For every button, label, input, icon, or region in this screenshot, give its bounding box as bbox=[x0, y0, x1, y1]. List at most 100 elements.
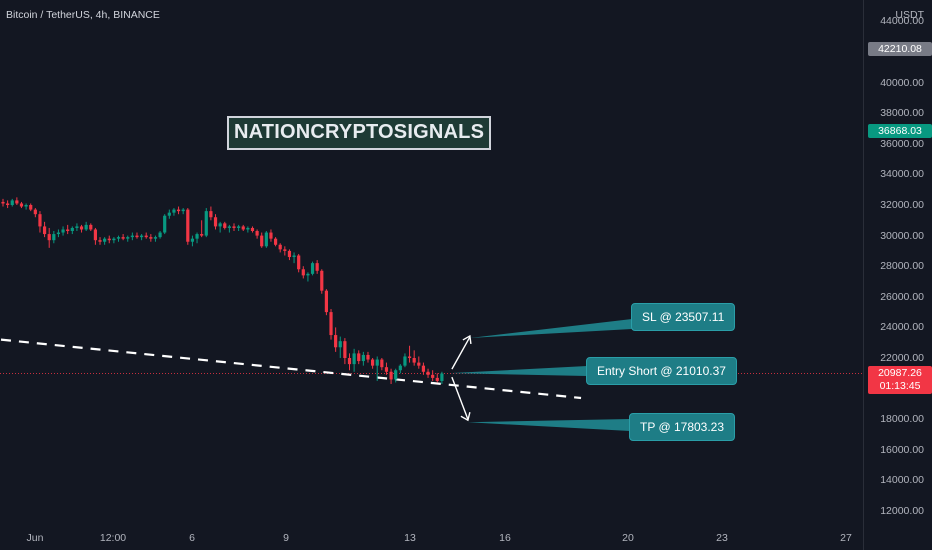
candle bbox=[320, 269, 324, 294]
candle-body bbox=[33, 209, 37, 215]
candle-body bbox=[24, 205, 28, 207]
candle-body bbox=[352, 353, 356, 365]
candle-body bbox=[361, 354, 365, 362]
candle-body bbox=[66, 229, 70, 232]
candle bbox=[306, 272, 310, 282]
time-tick-label: 13 bbox=[404, 532, 416, 544]
candle-body bbox=[6, 203, 10, 205]
candle-body bbox=[56, 232, 61, 235]
candle-body bbox=[213, 217, 218, 227]
candle-body bbox=[103, 238, 107, 242]
price-tick-label: 12000.00 bbox=[880, 505, 924, 517]
time-tick-label: 12:00 bbox=[99, 532, 127, 544]
candle-body bbox=[250, 227, 255, 232]
candle bbox=[347, 353, 352, 371]
candle bbox=[204, 208, 208, 238]
watermark-banner: NATIONCRYPTOSIGNALS bbox=[227, 116, 492, 150]
current-price-tag: 20987.26 01:13:45 bbox=[868, 366, 932, 395]
candle bbox=[384, 362, 389, 375]
candle-body bbox=[417, 362, 421, 366]
candle bbox=[10, 198, 14, 207]
candle bbox=[334, 327, 338, 352]
candle-body bbox=[153, 237, 158, 239]
bar-countdown: 01:13:45 bbox=[879, 380, 921, 393]
candle bbox=[237, 224, 241, 232]
price-tick-label: 32000.00 bbox=[880, 199, 924, 211]
candle bbox=[186, 208, 190, 245]
candle-body bbox=[246, 227, 250, 230]
entry-short-callout[interactable]: Entry Short @ 21010.37 bbox=[586, 357, 737, 385]
candle-body bbox=[324, 290, 328, 313]
time-tick-label: Jun bbox=[26, 532, 44, 544]
candle-body bbox=[144, 235, 148, 238]
candle bbox=[375, 356, 379, 381]
candle bbox=[47, 227, 51, 248]
stop-loss-callout[interactable]: SL @ 23507.11 bbox=[631, 303, 736, 331]
price-tick-label: 30000.00 bbox=[880, 229, 924, 242]
candle bbox=[315, 260, 319, 274]
candle-body bbox=[398, 365, 402, 371]
candle-body bbox=[310, 263, 315, 274]
candle-body bbox=[269, 232, 273, 239]
candle bbox=[56, 229, 61, 238]
candle-body bbox=[181, 209, 185, 212]
candle bbox=[260, 232, 264, 248]
candle bbox=[66, 224, 70, 235]
candle bbox=[172, 208, 176, 216]
candle bbox=[435, 373, 439, 383]
candle bbox=[366, 351, 370, 363]
candle bbox=[181, 208, 185, 215]
candle-body bbox=[407, 356, 412, 358]
candle bbox=[33, 208, 37, 218]
candle bbox=[357, 350, 361, 365]
candle-body bbox=[237, 226, 241, 228]
current-price-value: 20987.26 bbox=[878, 367, 922, 380]
price-axis[interactable]: USDT 44000.00 40000.00 38000.00 36000.00 340… bbox=[863, 0, 932, 550]
candle bbox=[269, 229, 273, 242]
candle bbox=[246, 226, 250, 233]
candle-body bbox=[301, 269, 305, 276]
candle-body bbox=[218, 223, 222, 227]
candle-body bbox=[315, 263, 319, 271]
chart-area[interactable]: Bitcoin / TetherUS, 4h, BINANCE NATIONCR… bbox=[0, 0, 863, 550]
candle bbox=[361, 351, 365, 366]
candle bbox=[190, 235, 195, 247]
candle bbox=[103, 237, 107, 245]
sl-arrow bbox=[451, 336, 471, 370]
candle-body bbox=[227, 226, 231, 228]
candle-body bbox=[375, 359, 379, 366]
candle bbox=[52, 231, 56, 244]
time-tick-label: 23 bbox=[716, 532, 728, 544]
price-tick-label: 22000.00 bbox=[880, 352, 924, 364]
candle-body bbox=[223, 223, 227, 228]
high-price-tag: 42210.08 bbox=[868, 41, 932, 56]
candle bbox=[394, 368, 398, 383]
candle-body bbox=[130, 235, 134, 238]
candle-body bbox=[357, 353, 361, 362]
candle-body bbox=[52, 234, 56, 241]
candle-body bbox=[42, 226, 47, 235]
candle bbox=[426, 368, 430, 378]
mid-price-tag: 36868.03 bbox=[868, 123, 932, 138]
candle bbox=[412, 350, 416, 366]
take-profit-callout[interactable]: TP @ 17803.23 bbox=[629, 413, 736, 441]
candle-body bbox=[15, 200, 19, 204]
candle bbox=[116, 235, 121, 242]
candle-body bbox=[93, 229, 97, 241]
candle-body bbox=[204, 211, 208, 236]
time-tick-label: 16 bbox=[499, 532, 511, 544]
candle bbox=[417, 356, 421, 369]
candle-body bbox=[403, 356, 407, 366]
candle-body bbox=[440, 373, 444, 381]
price-tick-label: 38000.00 bbox=[880, 107, 924, 120]
candle-body bbox=[371, 359, 375, 366]
candle bbox=[338, 336, 342, 358]
candlestick-chart[interactable] bbox=[0, 0, 863, 550]
candle-body bbox=[61, 229, 65, 233]
candle bbox=[292, 252, 296, 264]
candle bbox=[218, 221, 222, 233]
tp-arrow bbox=[451, 376, 469, 420]
candle-body bbox=[273, 238, 278, 245]
candle-body bbox=[70, 227, 74, 232]
candle-body bbox=[260, 235, 264, 247]
